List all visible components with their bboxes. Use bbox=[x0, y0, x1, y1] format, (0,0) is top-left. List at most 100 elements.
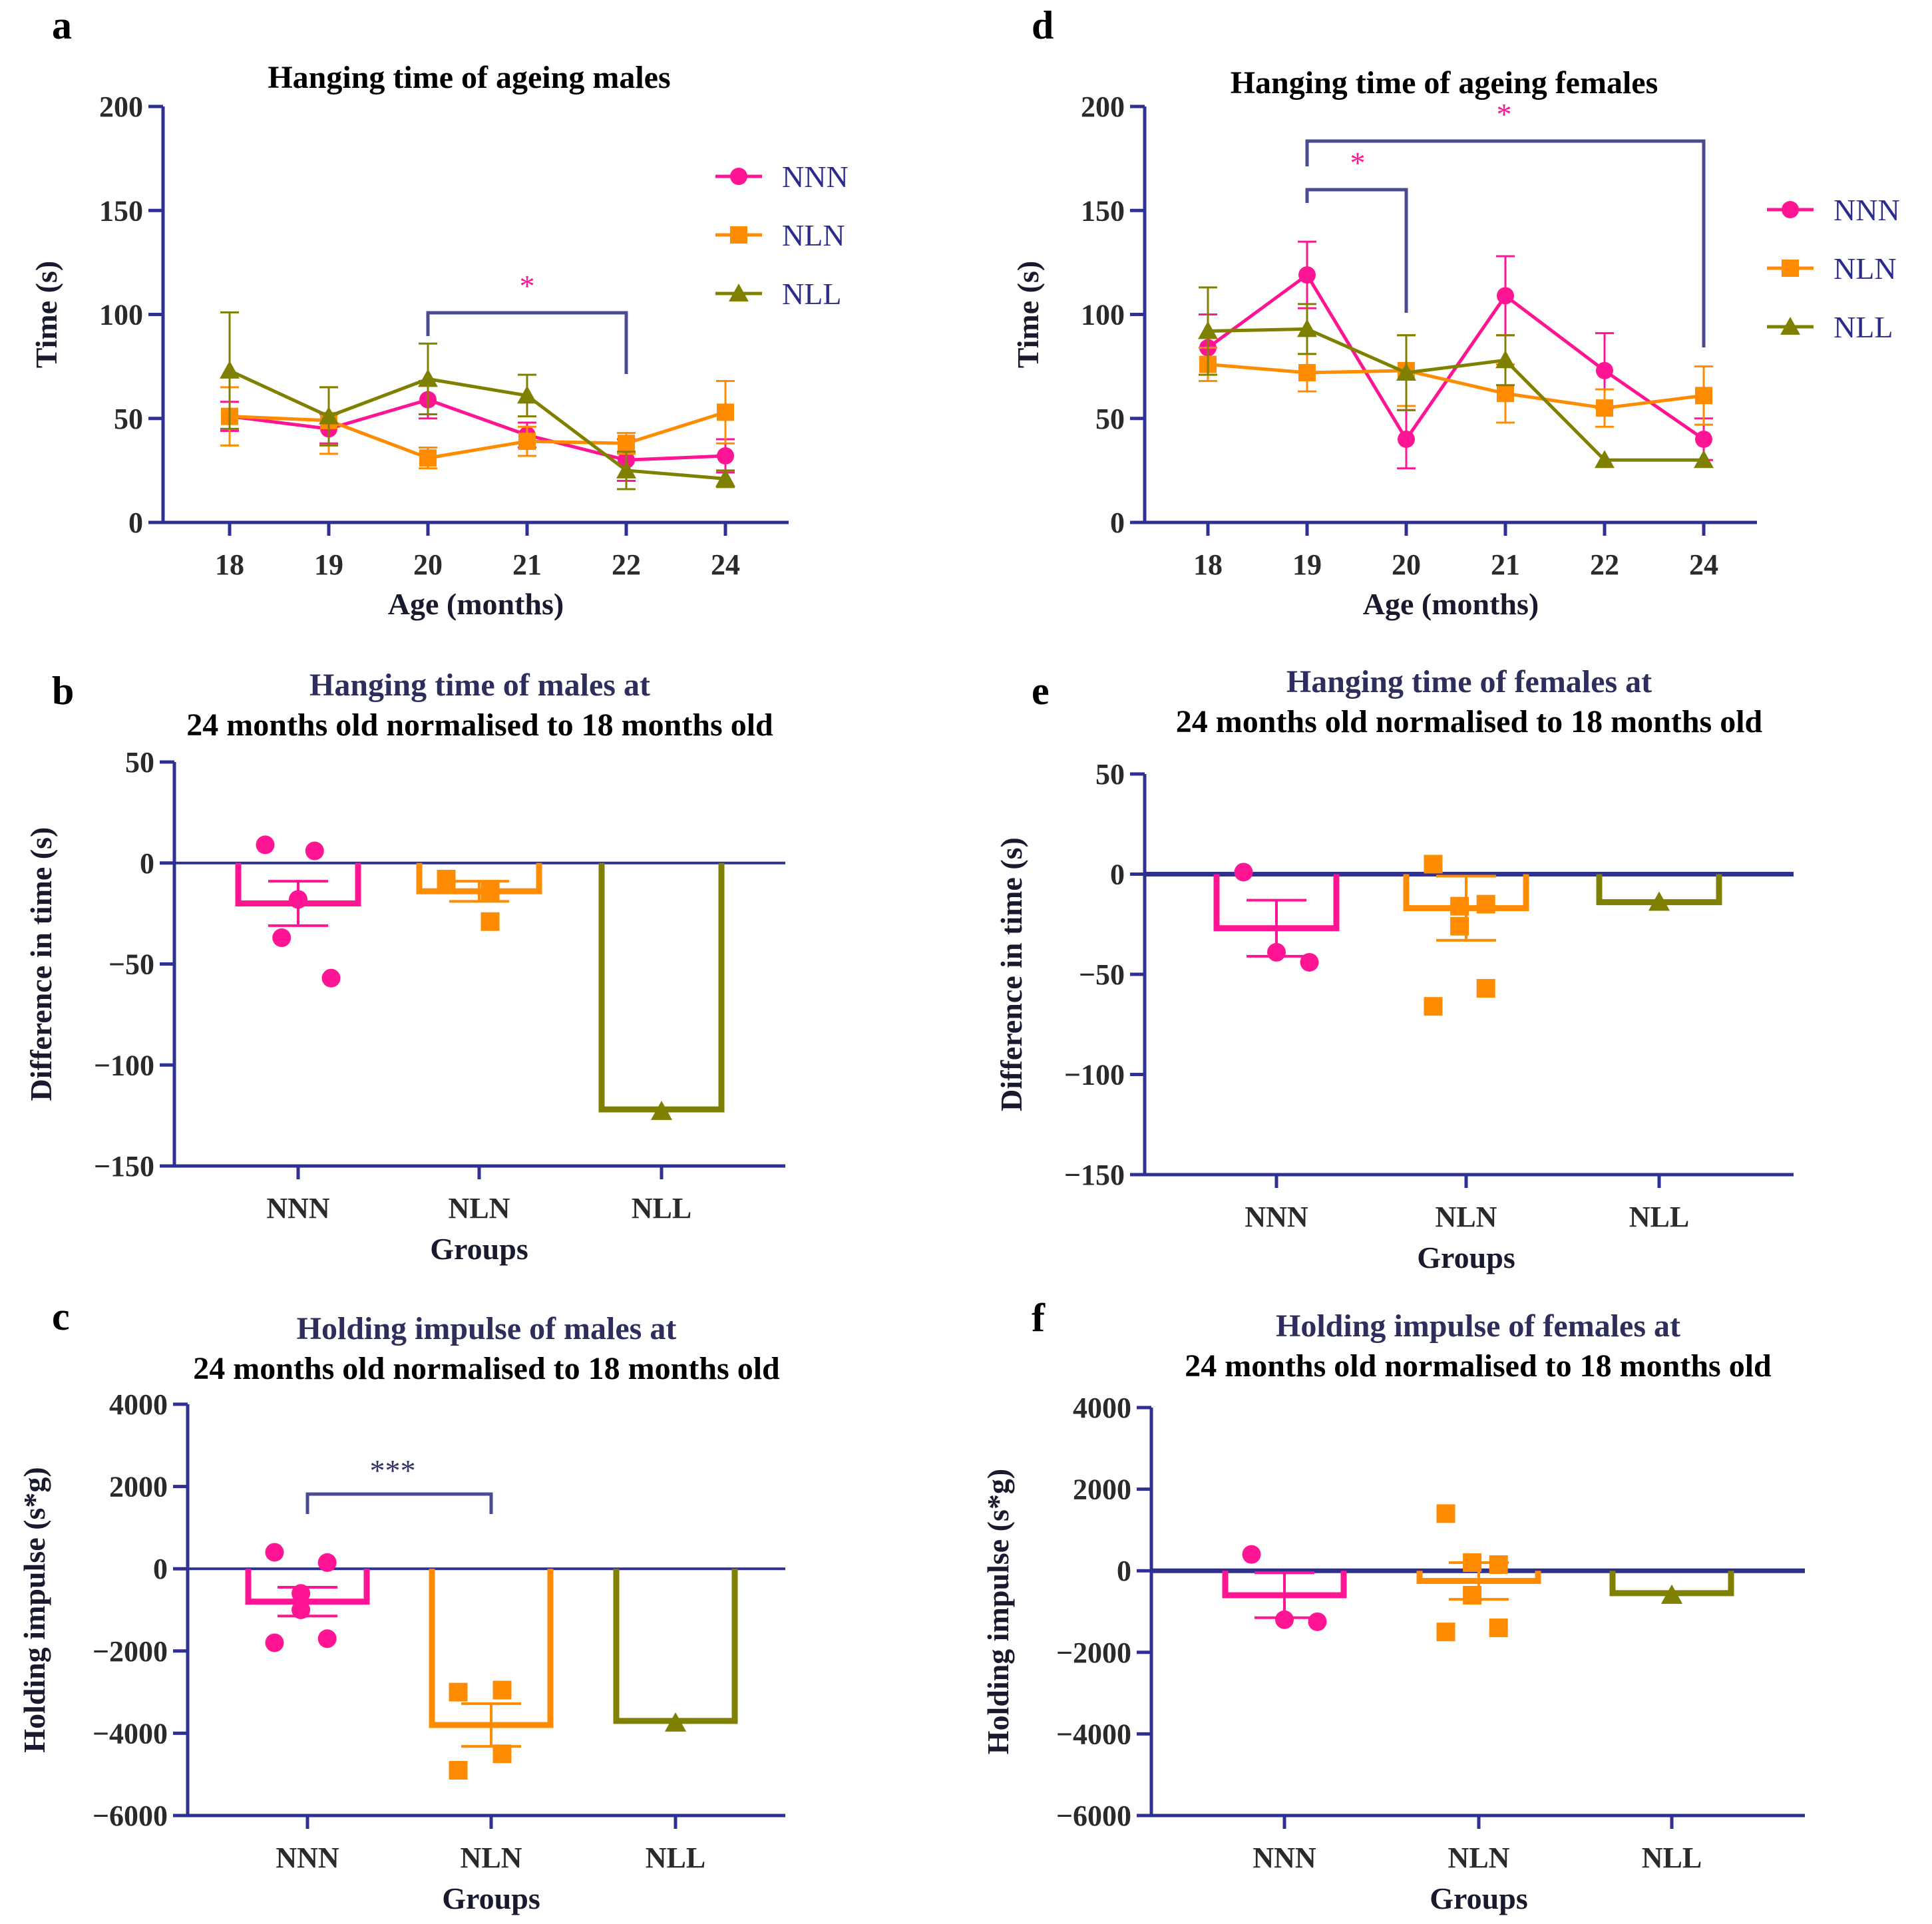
data-point bbox=[492, 1744, 512, 1764]
significance-bracket: * bbox=[1305, 97, 1706, 347]
y-tick-label: −2000 bbox=[1056, 1636, 1131, 1669]
x-tick-label: NLL bbox=[646, 1841, 705, 1874]
data-point bbox=[317, 1629, 337, 1648]
y-tick-label: −6000 bbox=[93, 1800, 168, 1832]
data-point bbox=[291, 1584, 311, 1603]
y-axis-label: Time (s) bbox=[29, 261, 63, 368]
data-point bbox=[1275, 1610, 1294, 1629]
data-point bbox=[449, 1761, 468, 1780]
bar-group-NLL bbox=[613, 1569, 738, 1732]
y-tick-label: 150 bbox=[1081, 194, 1125, 227]
data-point bbox=[418, 369, 438, 387]
legend-marker-NNN bbox=[1782, 201, 1799, 218]
legend-marker-NLN bbox=[1782, 260, 1799, 277]
series-line bbox=[229, 397, 726, 462]
x-tick-label: 22 bbox=[1590, 548, 1619, 581]
y-tick-label: 4000 bbox=[1073, 1392, 1131, 1424]
panel-a: a Hanging time of ageing males 0 50 100 150 20… bbox=[29, 3, 849, 621]
y-axis-label: Time (s) bbox=[1011, 261, 1045, 368]
panel-label: f bbox=[1032, 1296, 1046, 1340]
y-tick-label: 0 bbox=[1110, 859, 1125, 891]
data-point bbox=[1298, 266, 1316, 284]
bar-group-NLN bbox=[1416, 1504, 1541, 1642]
data-point bbox=[1198, 321, 1218, 339]
y-tick-label: 0 bbox=[140, 847, 154, 880]
y-tick-label: −2000 bbox=[93, 1635, 168, 1668]
bar-group-NNN bbox=[1222, 1545, 1347, 1631]
chart-title: 24 months old normalised to 18 months ol… bbox=[186, 707, 773, 743]
data-point bbox=[305, 841, 324, 861]
data-point bbox=[1424, 997, 1443, 1016]
bar bbox=[613, 1569, 738, 1724]
y-tick-label: −100 bbox=[1064, 1059, 1125, 1091]
chart-title: Holding impulse of females at bbox=[1276, 1308, 1680, 1344]
x-tick-label: 19 bbox=[1292, 548, 1322, 581]
legend-label: NNN bbox=[782, 160, 849, 194]
data-point bbox=[517, 385, 537, 404]
data-point bbox=[1308, 1612, 1327, 1631]
legend-label: NLL bbox=[782, 277, 841, 311]
data-point bbox=[1595, 450, 1615, 469]
data-point bbox=[1298, 364, 1316, 381]
legend-marker-NLL bbox=[729, 284, 749, 301]
data-point bbox=[1436, 1623, 1455, 1642]
y-tick-label: 50 bbox=[114, 403, 143, 435]
data-point bbox=[1424, 855, 1443, 874]
bar-group-NNN bbox=[235, 835, 361, 988]
data-point bbox=[1300, 952, 1319, 972]
x-tick-label: NNN bbox=[266, 1192, 330, 1225]
x-tick-label: 18 bbox=[1193, 548, 1223, 581]
x-axis-label: Age (months) bbox=[1363, 587, 1539, 621]
series-line bbox=[229, 410, 726, 460]
series-NLL bbox=[1198, 286, 1714, 469]
data-point bbox=[518, 433, 536, 451]
x-axis-label: Groups bbox=[1417, 1241, 1515, 1274]
legend-label: NNN bbox=[1834, 193, 1900, 227]
bracket-line bbox=[1305, 188, 1408, 313]
legend-label: NLL bbox=[1834, 310, 1893, 344]
data-point bbox=[449, 1682, 468, 1702]
series-line bbox=[1207, 272, 1705, 443]
chart-title: Hanging time of males at bbox=[309, 668, 650, 703]
y-tick-label: 4000 bbox=[109, 1388, 168, 1421]
data-point bbox=[1489, 1555, 1508, 1575]
y-tick-label: −50 bbox=[108, 948, 154, 981]
bar-group-NNN bbox=[1213, 863, 1340, 972]
chart-title: Hanging time of ageing females bbox=[1231, 65, 1658, 100]
x-tick-label: 19 bbox=[314, 548, 343, 581]
x-tick-label: NLN bbox=[461, 1841, 522, 1874]
data-point bbox=[481, 882, 500, 901]
data-point bbox=[1463, 1585, 1482, 1605]
bar bbox=[598, 863, 725, 1113]
chart-title: Holding impulse of males at bbox=[297, 1311, 677, 1346]
data-point bbox=[618, 435, 635, 453]
data-point bbox=[1267, 942, 1286, 962]
y-tick-label: 200 bbox=[99, 91, 143, 123]
data-point bbox=[492, 1680, 512, 1700]
series-NLL bbox=[220, 311, 735, 490]
data-point bbox=[1497, 385, 1514, 403]
panel-label: e bbox=[1032, 669, 1050, 713]
data-point bbox=[1695, 431, 1712, 448]
significance-bracket: * bbox=[1305, 146, 1408, 313]
data-point bbox=[1463, 1553, 1482, 1572]
data-point bbox=[1694, 450, 1714, 469]
chart-title: 24 months old normalised to 18 months ol… bbox=[1185, 1348, 1772, 1384]
y-tick-label: 50 bbox=[1095, 403, 1125, 435]
panel-label: b bbox=[52, 669, 74, 713]
y-tick-label: 2000 bbox=[109, 1471, 168, 1503]
data-point bbox=[1695, 387, 1712, 405]
panel-label: a bbox=[52, 3, 72, 47]
y-tick-label: −6000 bbox=[1056, 1800, 1131, 1832]
panel-b: b Hanging time of males at 24 months old n… bbox=[24, 668, 785, 1266]
data-point bbox=[319, 406, 339, 425]
x-tick-label: 18 bbox=[215, 548, 244, 581]
series-NLN bbox=[1199, 334, 1713, 428]
data-point bbox=[1297, 319, 1317, 337]
significance-label: * bbox=[520, 269, 535, 303]
data-point bbox=[1476, 979, 1495, 998]
panel-d: d Hanging time of ageing females 0 50 100 150… bbox=[1011, 3, 1900, 621]
data-point bbox=[265, 1543, 284, 1562]
bar-group-NNN bbox=[245, 1543, 370, 1652]
y-tick-label: 0 bbox=[1110, 506, 1125, 539]
